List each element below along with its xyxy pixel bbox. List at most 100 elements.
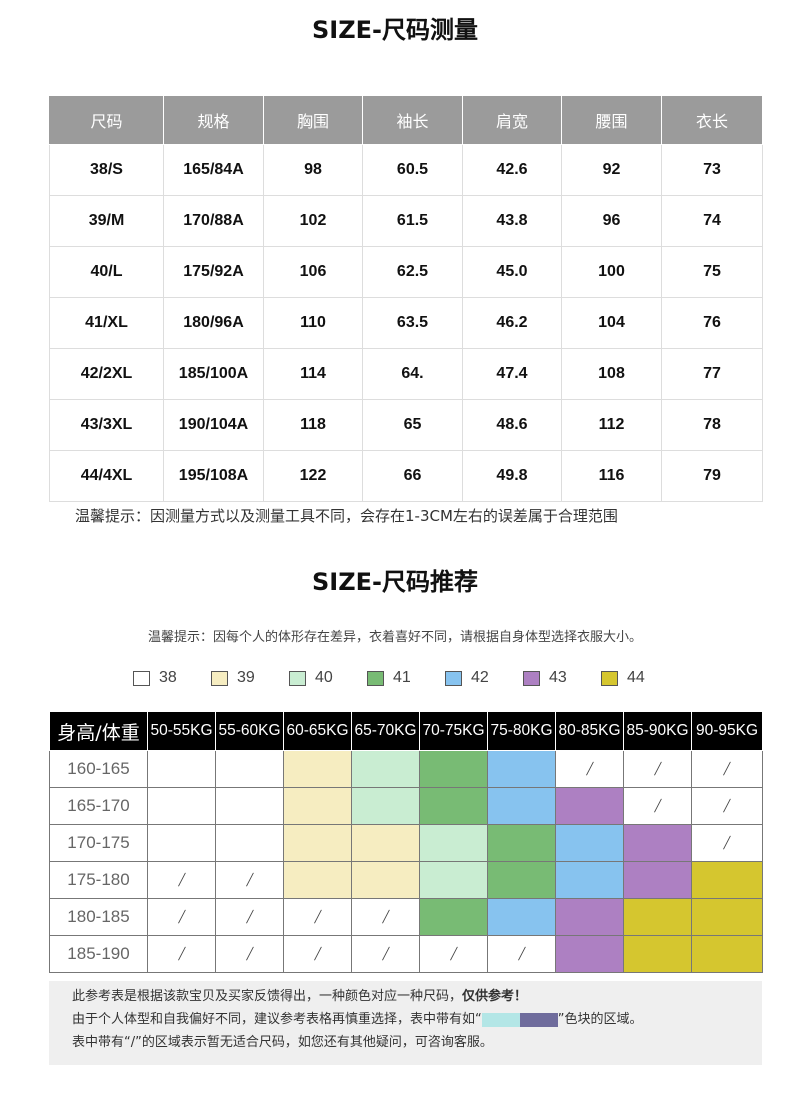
legend-item: 41 — [367, 669, 445, 687]
measure-cell: 74 — [661, 195, 763, 247]
measure-cell: 63.5 — [362, 297, 463, 349]
measure-cell: 114 — [263, 348, 363, 400]
weight-header: 65-70KG — [351, 711, 420, 751]
measure-cell: 79 — [661, 450, 763, 502]
measure-row: 44/4XL 195/108A 122 66 49.8 116 79 — [49, 450, 763, 502]
size-cell: / — [623, 787, 692, 825]
size-color-legend: 38 39 40 41 42 43 44 — [133, 669, 679, 687]
legend-item: 40 — [289, 669, 367, 687]
size-cell: / — [691, 824, 763, 862]
no-size-slash: / — [244, 942, 255, 965]
size-cell: / — [555, 750, 624, 788]
legend-item: 44 — [601, 669, 679, 687]
size-cell: / — [419, 935, 488, 973]
size-cell — [555, 861, 624, 899]
measure-row: 40/L 175/92A 106 62.5 45.0 100 75 — [49, 246, 763, 298]
no-size-slash: / — [312, 905, 323, 928]
bottom-note-line-1: 此参考表是根据该款宝贝及买家反馈得出，一种颜色对应一种尺码，仅供参考！ — [72, 989, 527, 1005]
measure-cell: 195/108A — [163, 450, 264, 502]
size-measure-table: 尺码 规格 胸围 袖长 肩宽 腰围 衣长 38/S 165/84A 98 60.5 42.6 92 73… — [49, 95, 763, 502]
legend-swatch — [445, 670, 462, 686]
measure-cell: 112 — [561, 399, 662, 451]
size-cell — [487, 861, 556, 899]
no-size-slash: / — [722, 831, 732, 854]
legend-label: 41 — [393, 669, 411, 686]
measure-header-cell: 胸围 — [263, 95, 363, 145]
legend-label: 44 — [627, 669, 645, 686]
measure-row: 42/2XL 185/100A 114 64. 47.4 108 77 — [49, 348, 763, 400]
size-cell — [215, 750, 284, 788]
size-cell — [147, 750, 216, 788]
no-size-slash: / — [312, 942, 323, 965]
size-cell: / — [691, 787, 763, 825]
size-cell — [487, 787, 556, 825]
measure-cell: 165/84A — [163, 144, 264, 196]
measure-cell: 49.8 — [462, 450, 562, 502]
size-cell — [283, 787, 352, 825]
size-cell — [351, 787, 420, 825]
measure-cell: 102 — [263, 195, 363, 247]
measure-cell: 78 — [661, 399, 763, 451]
measure-row: 39/M 170/88A 102 61.5 43.8 96 74 — [49, 195, 763, 247]
measure-cell: 61.5 — [362, 195, 463, 247]
measure-cell: 66 — [362, 450, 463, 502]
measure-cell: 47.4 — [462, 348, 562, 400]
measure-cell: 45.0 — [462, 246, 562, 298]
no-size-slash: / — [584, 757, 595, 780]
legend-label: 39 — [237, 669, 255, 686]
weight-header: 80-85KG — [555, 711, 624, 751]
measure-cell: 110 — [263, 297, 363, 349]
size-cell — [623, 861, 692, 899]
height-label: 185-190 — [49, 935, 148, 973]
size-cell — [147, 824, 216, 862]
color-chip-example — [481, 1012, 558, 1027]
weight-header: 70-75KG — [419, 711, 488, 751]
height-row: 165-170 / / — [49, 787, 763, 825]
measure-cell: 98 — [263, 144, 363, 196]
height-row: 160-165 / / / — [49, 750, 763, 788]
measure-cell: 42.6 — [462, 144, 562, 196]
measure-header-row: 尺码 规格 胸围 袖长 肩宽 腰围 衣长 — [49, 95, 763, 145]
size-cell: / — [691, 750, 763, 788]
size-cell — [283, 750, 352, 788]
bottom-note-line-1-text: 此参考表是根据该款宝贝及买家反馈得出，一种颜色对应一种尺码， — [72, 989, 463, 1004]
size-cell — [691, 861, 763, 899]
size-cell — [623, 898, 692, 936]
no-size-slash: / — [176, 905, 187, 928]
height-row: 170-175 / — [49, 824, 763, 862]
size-cell — [623, 935, 692, 973]
size-cell: / — [147, 861, 216, 899]
measure-cell: 185/100A — [163, 348, 264, 400]
weight-header: 50-55KG — [147, 711, 216, 751]
size-cell — [283, 861, 352, 899]
weight-header: 75-80KG — [487, 711, 556, 751]
recommend-body: 160-165///165-170//170-175/175-180//180-… — [49, 750, 763, 973]
legend-swatch — [133, 670, 150, 686]
height-label: 180-185 — [49, 898, 148, 936]
measure-cell: 170/88A — [163, 195, 264, 247]
measure-title: SIZE-尺码测量 — [312, 16, 478, 44]
measure-cell: 38/S — [49, 144, 164, 196]
measure-header-cell: 尺码 — [49, 95, 164, 145]
measure-header-cell: 衣长 — [661, 95, 763, 145]
measure-row: 38/S 165/84A 98 60.5 42.6 92 73 — [49, 144, 763, 196]
height-label: 170-175 — [49, 824, 148, 862]
legend-label: 40 — [315, 669, 333, 686]
size-cell: / — [215, 898, 284, 936]
measure-cell: 106 — [263, 246, 363, 298]
no-size-slash: / — [380, 942, 391, 965]
measure-cell: 122 — [263, 450, 363, 502]
size-cell — [283, 824, 352, 862]
size-cell — [691, 898, 763, 936]
no-size-slash: / — [652, 794, 663, 817]
bottom-note-line-1-bold: 仅供参考！ — [462, 989, 528, 1004]
size-cell: / — [351, 898, 420, 936]
recommend-title: SIZE-尺码推荐 — [312, 568, 478, 596]
measure-cell: 96 — [561, 195, 662, 247]
no-size-slash: / — [380, 905, 391, 928]
no-size-slash: / — [516, 942, 527, 965]
size-cell: / — [215, 935, 284, 973]
measure-cell: 43.8 — [462, 195, 562, 247]
height-label: 175-180 — [49, 861, 148, 899]
recommend-header-row: 身高/体重 50-55KG 55-60KG 60-65KG 65-70KG 70-75KG… — [49, 711, 763, 751]
